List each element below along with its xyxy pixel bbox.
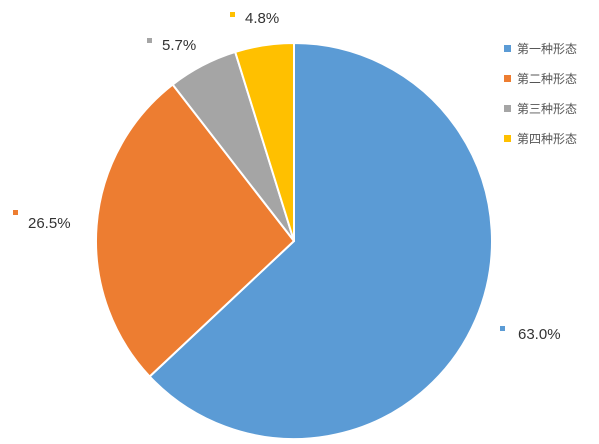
legend-swatch-4	[504, 135, 511, 142]
data-label-marker-2	[13, 210, 18, 215]
pie-slice-2	[95, 83, 295, 378]
data-label-marker-1	[500, 326, 505, 331]
legend-label-3: 第三种形态	[517, 102, 577, 116]
pie-slice-4	[234, 42, 295, 242]
pie-slice-1	[148, 42, 493, 440]
legend-swatch-2	[504, 75, 511, 82]
data-label-2: 26.5%	[28, 215, 71, 232]
data-label-3: 5.7%	[162, 37, 196, 54]
legend-label-1: 第一种形态	[517, 42, 577, 56]
legend-swatch-1	[504, 45, 511, 52]
data-label-marker-3	[147, 38, 152, 43]
data-labels: 63.0% 26.5% 5.7% 4.8%	[13, 10, 561, 343]
data-label-1: 63.0%	[518, 326, 561, 343]
data-label-marker-4	[230, 12, 235, 17]
legend-label-4: 第四种形态	[517, 132, 577, 146]
data-label-4: 4.8%	[245, 10, 279, 27]
legend-label-2: 第二种形态	[517, 72, 577, 86]
pie-slices	[95, 42, 493, 440]
legend-swatch-3	[504, 105, 511, 112]
